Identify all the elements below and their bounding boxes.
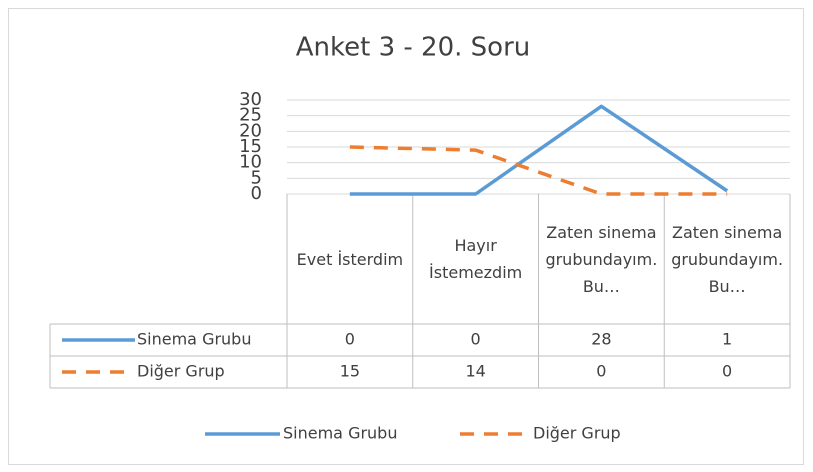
chart-title: Anket 3 - 20. Soru: [296, 33, 531, 63]
y-tick-label: 25: [239, 105, 262, 126]
table-value: 1: [722, 330, 732, 349]
legend-label: Diğer Grup: [533, 424, 621, 443]
y-tick-label: 10: [239, 152, 262, 173]
table-series-name: Sinema Grubu: [137, 330, 251, 349]
y-tick-label: 20: [239, 120, 262, 141]
table-value: 28: [591, 330, 611, 349]
series-line: [349, 145, 728, 196]
category-cell: Evet İsterdim: [296, 249, 404, 269]
table-series-name: Diğer Grup: [137, 362, 225, 381]
series-line: [349, 104, 729, 196]
category-cell: Zaten sinema grubundayım. Bu…: [545, 222, 658, 296]
category-cell: Zaten sinema grubundayım. Bu…: [671, 222, 784, 296]
y-tick-label: 0: [251, 183, 262, 204]
legend-label: Sinema Grubu: [283, 424, 397, 443]
x-tick-label: Zaten sinema grubundayım. Bu…: [545, 222, 658, 296]
table-value: 0: [345, 330, 355, 349]
table-value: 15: [340, 362, 360, 381]
table-value: 0: [596, 362, 606, 381]
table-value: 0: [722, 362, 732, 381]
x-tick-label: Zaten sinema grubundayım. Bu…: [671, 222, 784, 296]
x-tick-label: Hayır İstemezdim: [429, 236, 523, 282]
table-value: 0: [471, 330, 481, 349]
y-tick-label: 15: [239, 136, 262, 157]
y-tick-label: 5: [251, 167, 262, 188]
y-tick-label: 30: [239, 89, 262, 110]
x-tick-label: Evet İsterdim: [296, 249, 404, 269]
category-cell: Hayır İstemezdim: [429, 236, 523, 282]
table-value: 14: [465, 362, 485, 381]
